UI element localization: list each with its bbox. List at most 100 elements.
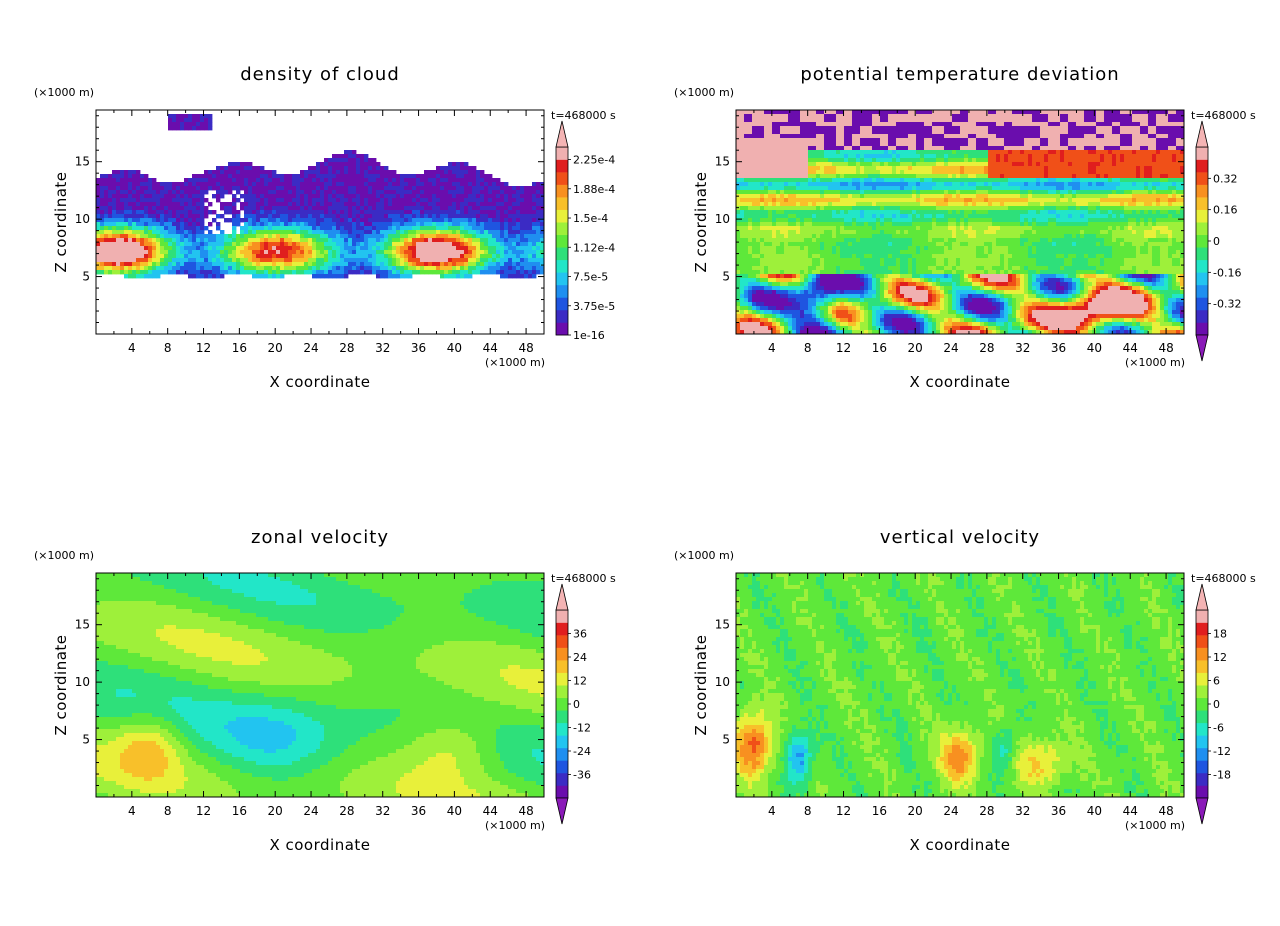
heatmap-cell <box>312 170 316 174</box>
heatmap-cell <box>176 202 180 206</box>
heatmap-cell <box>100 202 104 206</box>
heatmap-cell <box>220 166 224 170</box>
heatmap-cell <box>256 274 260 278</box>
heatmap-cell <box>260 230 264 234</box>
heatmap-cell <box>304 250 308 254</box>
heatmap-cell <box>124 250 128 254</box>
heatmap-cell <box>200 250 204 254</box>
heatmap-cell <box>268 214 272 218</box>
heatmap-cell <box>292 230 296 234</box>
heatmap-cell <box>300 258 304 262</box>
heatmap-cell <box>172 242 176 246</box>
heatmap-cell <box>256 202 260 206</box>
heatmap-cell <box>220 234 224 238</box>
heatmap-cell <box>192 198 196 202</box>
heatmap-cell <box>228 266 232 270</box>
heatmap-cell <box>216 250 220 254</box>
heatmap-cell <box>288 270 292 274</box>
heatmap-cell <box>236 242 240 246</box>
heatmap-cell <box>212 274 216 278</box>
heatmap-cell <box>164 270 168 274</box>
heatmap-cell <box>256 182 260 186</box>
heatmap-cell <box>252 194 256 198</box>
heatmap-cell <box>304 206 308 210</box>
heatmap-cell <box>124 258 128 262</box>
heatmap-cell <box>200 226 204 230</box>
heatmap-cell <box>300 254 304 258</box>
heatmap-cell <box>312 182 316 186</box>
heatmap-cell <box>180 206 184 210</box>
heatmap-cell <box>296 214 300 218</box>
heatmap-cell <box>260 246 264 250</box>
heatmap-cell <box>204 122 208 126</box>
heatmap-cell <box>136 174 140 178</box>
heatmap-cell <box>292 254 296 258</box>
heatmap-cell <box>120 218 124 222</box>
heatmap-cell <box>164 206 168 210</box>
heatmap-cell <box>240 262 244 266</box>
heatmap-cell <box>344 242 348 246</box>
heatmap-cell <box>196 114 200 118</box>
heatmap-cell <box>308 214 312 218</box>
heatmap-cell <box>144 238 148 242</box>
heatmap-cell <box>124 246 128 250</box>
heatmap-cell <box>280 242 284 246</box>
heatmap-cell <box>332 218 336 222</box>
heatmap-cell <box>152 222 156 226</box>
heatmap-cell <box>180 242 184 246</box>
heatmap-cell <box>232 266 236 270</box>
heatmap-cell <box>348 182 352 186</box>
heatmap-cell <box>128 182 132 186</box>
heatmap-cell <box>264 178 268 182</box>
heatmap-cell <box>276 222 280 226</box>
heatmap-cell <box>116 206 120 210</box>
heatmap-cell <box>196 230 200 234</box>
heatmap-cell <box>208 170 212 174</box>
heatmap-cell <box>160 262 164 266</box>
heatmap-cell <box>112 230 116 234</box>
heatmap-cell <box>120 230 124 234</box>
heatmap-cell <box>300 202 304 206</box>
heatmap-cell <box>176 230 180 234</box>
heatmap-cell <box>208 238 212 242</box>
heatmap-cell <box>216 238 220 242</box>
heatmap-cell <box>324 242 328 246</box>
heatmap-cell <box>192 114 196 118</box>
heatmap-cell <box>108 230 112 234</box>
heatmap-cell <box>168 226 172 230</box>
heatmap-cell <box>348 162 352 166</box>
heatmap-cell <box>264 214 268 218</box>
heatmap-cell <box>188 126 192 130</box>
heatmap-cell <box>344 250 348 254</box>
heatmap-cell <box>232 170 236 174</box>
heatmap-cell <box>112 246 116 250</box>
heatmap-cell <box>96 206 100 210</box>
heatmap-cell <box>156 194 160 198</box>
heatmap-cell <box>208 250 212 254</box>
heatmap-cell <box>244 186 248 190</box>
heatmap-cell <box>236 198 240 202</box>
heatmap-cell <box>240 258 244 262</box>
heatmap-cell <box>272 202 276 206</box>
heatmap-cell <box>184 210 188 214</box>
heatmap-cell <box>204 254 208 258</box>
heatmap-cell <box>220 170 224 174</box>
heatmap-cell <box>300 178 304 182</box>
heatmap-cell <box>248 238 252 242</box>
heatmap-cell <box>124 214 128 218</box>
heatmap-cell <box>228 178 232 182</box>
heatmap-cell <box>192 186 196 190</box>
heatmap-cell <box>320 226 324 230</box>
heatmap-cell <box>308 210 312 214</box>
heatmap-cell <box>212 186 216 190</box>
heatmap-cell <box>208 118 212 122</box>
heatmap-cell <box>128 174 132 178</box>
heatmap-cell <box>196 126 200 130</box>
heatmap-cell <box>176 242 180 246</box>
heatmap-cell <box>136 178 140 182</box>
heatmap-cell <box>184 126 188 130</box>
heatmap-cell <box>108 250 112 254</box>
heatmap-cell <box>204 242 208 246</box>
heatmap-cell <box>160 222 164 226</box>
heatmap-cell <box>180 222 184 226</box>
